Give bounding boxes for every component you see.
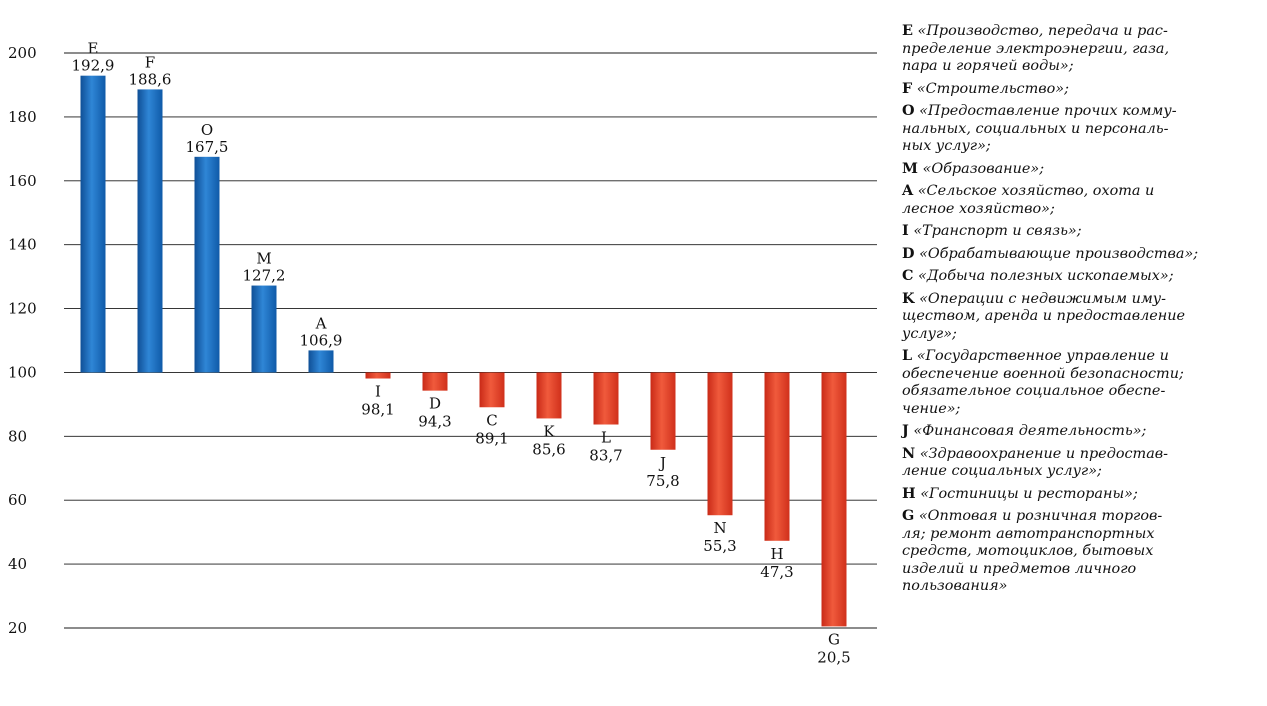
bar-D	[422, 372, 448, 391]
legend-description: «Сельское хозяйство, охота и лесное хозяй…	[902, 183, 1155, 217]
value-label: 85,6	[532, 440, 565, 458]
bar-G	[821, 372, 847, 627]
legend-item: E «Производство, передача и рас-пределен…	[902, 22, 1264, 76]
value-label: 75,8	[646, 472, 679, 490]
value-label: 47,3	[760, 563, 793, 581]
bar-F	[137, 89, 163, 373]
legend-item: F «Строительство»;	[902, 80, 1264, 99]
value-label: 127,2	[243, 267, 286, 285]
legend-item: O «Предоставление прочих комму-нальных, …	[902, 102, 1264, 156]
bar-O	[194, 156, 220, 373]
legend-description: «Государственное управление и обеспечение…	[902, 348, 1184, 417]
y-tick-label: 140	[8, 236, 37, 254]
legend-description: «Гостиницы и рестораны»;	[920, 485, 1138, 502]
bar-I	[365, 372, 391, 379]
legend-item: G «Оптовая и розничная торгов-ля; ремонт…	[902, 507, 1264, 596]
y-tick-label: 180	[8, 108, 37, 126]
y-tick-label: 160	[8, 172, 37, 190]
value-label: 83,7	[589, 447, 622, 465]
legend-code: D	[902, 244, 915, 262]
bars	[80, 75, 847, 627]
legend-description: «Оптовая и розничная торгов-ля; ремонт а…	[902, 508, 1163, 594]
bar-L	[593, 372, 619, 425]
legend-code: F	[902, 79, 913, 97]
legend-description: «Здравоохранение и предостав-ление социа…	[902, 445, 1169, 480]
legend-code: J	[902, 422, 909, 439]
legend-description: «Образование»;	[922, 160, 1045, 177]
y-axis-ticks: 20 40 60 80 100 120 140 160 180 200	[8, 44, 37, 637]
value-label: 98,1	[361, 401, 394, 419]
legend-code: N	[902, 444, 916, 462]
bar-J	[650, 372, 676, 450]
value-label: 106,9	[300, 331, 343, 349]
legend: E «Производство, передача и рас-пределен…	[902, 22, 1264, 600]
legend-code: A	[902, 182, 914, 199]
legend-code: C	[902, 267, 914, 284]
value-label: 20,5	[817, 648, 850, 666]
value-label: 192,9	[72, 57, 115, 75]
legend-item: J «Финансовая деятельность»;	[902, 422, 1264, 441]
category-label: I	[375, 383, 381, 401]
value-label: 89,1	[475, 429, 508, 447]
legend-description: «Предоставление прочих комму-нальных, со…	[902, 103, 1177, 154]
value-label: 94,3	[418, 413, 451, 431]
category-label: H	[770, 545, 783, 563]
legend-item: C «Добыча полезных ископаемых»;	[902, 267, 1264, 286]
bar-E	[80, 75, 106, 373]
legend-code: O	[902, 102, 915, 119]
legend-code: M	[902, 159, 918, 177]
bar-K	[536, 372, 562, 419]
category-label: C	[486, 411, 497, 429]
value-label: 188,6	[129, 70, 172, 88]
legend-code: G	[902, 507, 915, 524]
value-label: 167,5	[186, 138, 229, 156]
category-label: K	[543, 422, 555, 440]
legend-description: «Строительство»;	[916, 80, 1069, 97]
category-label: L	[601, 429, 611, 447]
legend-description: «Производство, передача и рас-пределение…	[902, 23, 1170, 74]
y-tick-label: 120	[8, 300, 37, 318]
legend-description: «Обрабатывающие производства»;	[919, 245, 1199, 262]
legend-item: I «Транспорт и связь»;	[902, 222, 1264, 241]
category-label: D	[429, 395, 441, 413]
category-label: J	[658, 454, 666, 472]
legend-code: H	[902, 484, 916, 502]
legend-code: E	[902, 22, 913, 39]
bar-C	[479, 372, 505, 408]
legend-item: N «Здравоохранение и предостав-ление соц…	[902, 445, 1264, 481]
legend-item: D «Обрабатывающие производства»;	[902, 245, 1264, 264]
category-label: A	[315, 314, 327, 332]
category-label: M	[256, 250, 271, 268]
bar-A	[308, 350, 334, 373]
legend-code: I	[902, 222, 909, 239]
bar-N	[707, 372, 733, 516]
legend-item: A «Сельское хозяйство, охота и лесное хоз…	[902, 182, 1264, 218]
y-tick-label: 20	[8, 619, 27, 637]
category-label: G	[828, 630, 840, 648]
legend-code: L	[902, 347, 913, 364]
y-tick-label: 200	[8, 44, 37, 62]
category-label: E	[88, 40, 99, 58]
y-tick-label: 40	[8, 555, 27, 573]
legend-description: «Операции с недвижимым иму-ществом, арен…	[902, 290, 1186, 342]
category-label: N	[713, 519, 726, 537]
legend-item: L «Государственное управление и обеспечен…	[902, 347, 1264, 418]
legend-item: H «Гостиницы и рестораны»;	[902, 485, 1264, 504]
legend-description: «Транспорт и связь»;	[913, 223, 1082, 239]
legend-description: «Добыча полезных ископаемых»;	[918, 268, 1174, 284]
bar-H	[764, 372, 790, 541]
value-label: 55,3	[703, 537, 736, 555]
bar-M	[251, 285, 277, 373]
y-tick-label: 60	[8, 491, 27, 509]
legend-code: K	[902, 289, 915, 307]
category-label: O	[201, 121, 213, 139]
legend-item: K «Операции с недвижимым иму-ществом, ар…	[902, 290, 1264, 344]
legend-item: M «Образование»;	[902, 160, 1264, 179]
legend-description: «Финансовая деятельность»;	[913, 423, 1147, 439]
category-label: F	[145, 53, 155, 71]
y-tick-label: 100	[8, 363, 37, 381]
y-tick-label: 80	[8, 427, 27, 445]
